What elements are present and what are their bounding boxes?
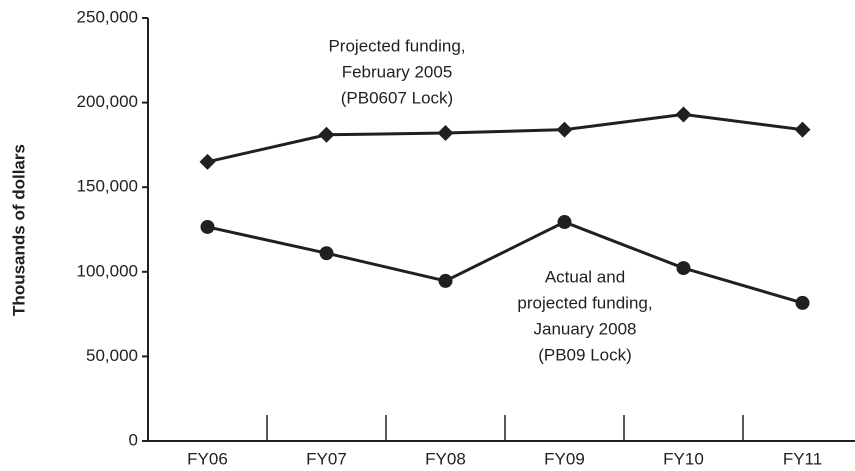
marker xyxy=(438,273,453,288)
annotation: (PB09 Lock) xyxy=(538,345,632,364)
marker xyxy=(199,153,216,170)
x-tick-label: FY10 xyxy=(663,449,704,468)
x-tick-label: FY11 xyxy=(783,449,822,468)
marker xyxy=(794,121,811,138)
marker xyxy=(795,295,810,310)
marker xyxy=(556,121,573,138)
annotation: projected funding, xyxy=(517,293,652,312)
y-tick-label: 250,000 xyxy=(77,7,138,26)
x-tick-label: FY06 xyxy=(187,449,228,468)
x-tick-label: FY08 xyxy=(425,449,466,468)
series-line xyxy=(207,220,803,305)
y-tick-label: 150,000 xyxy=(77,177,138,196)
marker xyxy=(676,261,691,276)
x-tick-label: FY07 xyxy=(306,449,347,468)
y-tick-label: 100,000 xyxy=(77,261,138,280)
annotation: (PB0607 Lock) xyxy=(341,88,453,107)
annotation: February 2005 xyxy=(342,62,453,81)
marker xyxy=(319,246,334,261)
marker xyxy=(675,106,692,123)
y-tick-label: 50,000 xyxy=(86,346,138,365)
annotation: January 2008 xyxy=(533,319,636,338)
y-tick-label: 0 xyxy=(129,430,138,449)
marker xyxy=(557,215,572,230)
annotation: Projected funding, xyxy=(328,36,465,55)
y-tick-label: 200,000 xyxy=(77,92,138,111)
marker xyxy=(200,219,215,234)
series-line xyxy=(207,112,803,164)
marker xyxy=(318,126,335,143)
y-axis-label: Thousands of dollars xyxy=(9,144,28,316)
x-tick-label: FY09 xyxy=(544,449,585,468)
annotation: Actual and xyxy=(545,267,625,286)
marker xyxy=(437,125,454,142)
